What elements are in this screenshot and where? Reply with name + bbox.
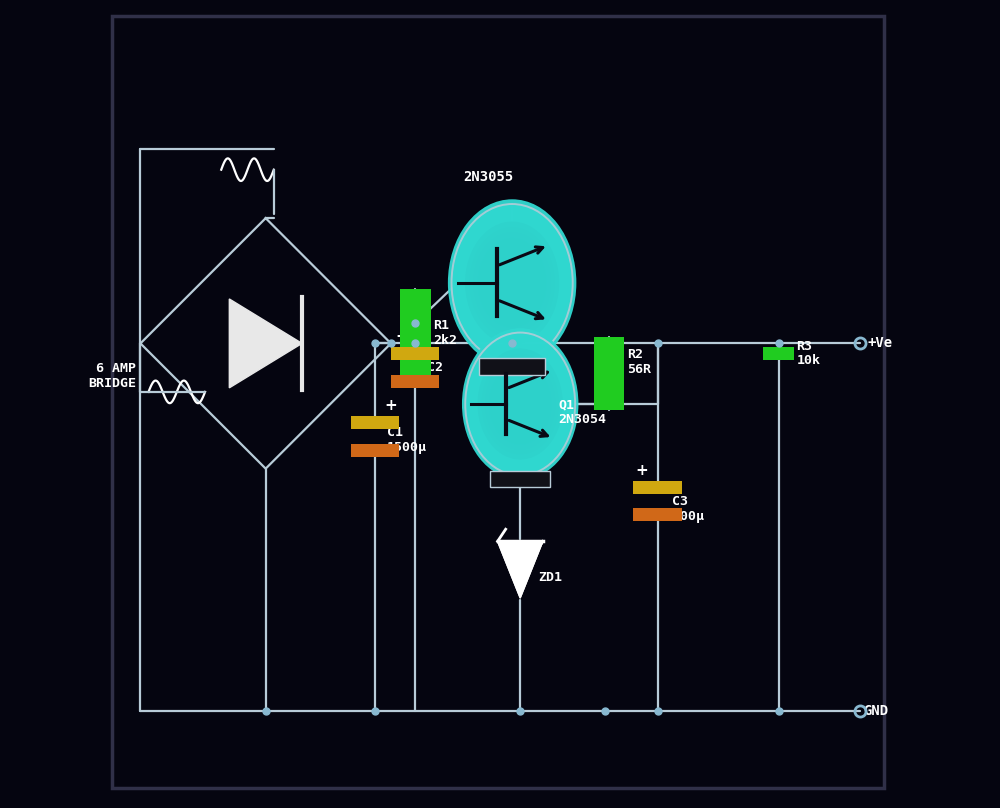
Ellipse shape xyxy=(465,221,559,344)
Polygon shape xyxy=(498,541,543,598)
Bar xyxy=(400,289,431,378)
Ellipse shape xyxy=(469,227,555,339)
Ellipse shape xyxy=(485,358,555,450)
Text: R3
10k: R3 10k xyxy=(797,339,821,368)
Bar xyxy=(763,347,794,360)
Bar xyxy=(490,471,550,486)
Bar xyxy=(594,338,624,410)
Text: C3
500μ: C3 500μ xyxy=(672,495,704,523)
Text: +Ve: +Ve xyxy=(868,336,893,351)
Polygon shape xyxy=(229,299,302,388)
Bar xyxy=(391,375,439,388)
Bar xyxy=(351,444,399,457)
Text: ZD1: ZD1 xyxy=(538,571,562,584)
Ellipse shape xyxy=(461,216,564,350)
Text: GND: GND xyxy=(864,704,889,718)
Text: 6 AMP
BRIDGE: 6 AMP BRIDGE xyxy=(88,362,136,389)
Ellipse shape xyxy=(462,328,578,480)
Ellipse shape xyxy=(477,348,563,460)
Ellipse shape xyxy=(452,204,572,361)
Text: C2: C2 xyxy=(427,361,443,374)
Ellipse shape xyxy=(473,343,567,465)
Bar xyxy=(633,508,682,521)
Ellipse shape xyxy=(452,204,573,361)
Bar xyxy=(351,416,399,429)
Ellipse shape xyxy=(448,200,576,366)
Ellipse shape xyxy=(473,233,551,333)
Ellipse shape xyxy=(470,339,571,469)
Ellipse shape xyxy=(466,333,575,475)
Text: R1
2k2: R1 2k2 xyxy=(433,319,457,347)
Text: +: + xyxy=(635,463,648,478)
Ellipse shape xyxy=(489,364,552,444)
Ellipse shape xyxy=(465,333,575,475)
Bar xyxy=(479,357,545,375)
Text: +: + xyxy=(395,330,408,344)
Text: +: + xyxy=(384,398,397,413)
Ellipse shape xyxy=(481,353,559,455)
Text: 2N3055: 2N3055 xyxy=(464,170,514,183)
Bar xyxy=(633,481,682,494)
Ellipse shape xyxy=(478,238,547,328)
Text: Q1
2N3054: Q1 2N3054 xyxy=(559,398,607,426)
Bar xyxy=(391,347,439,360)
Text: R2
56R: R2 56R xyxy=(627,347,651,376)
Ellipse shape xyxy=(456,210,568,356)
Text: C1
1500μ: C1 1500μ xyxy=(387,427,427,454)
